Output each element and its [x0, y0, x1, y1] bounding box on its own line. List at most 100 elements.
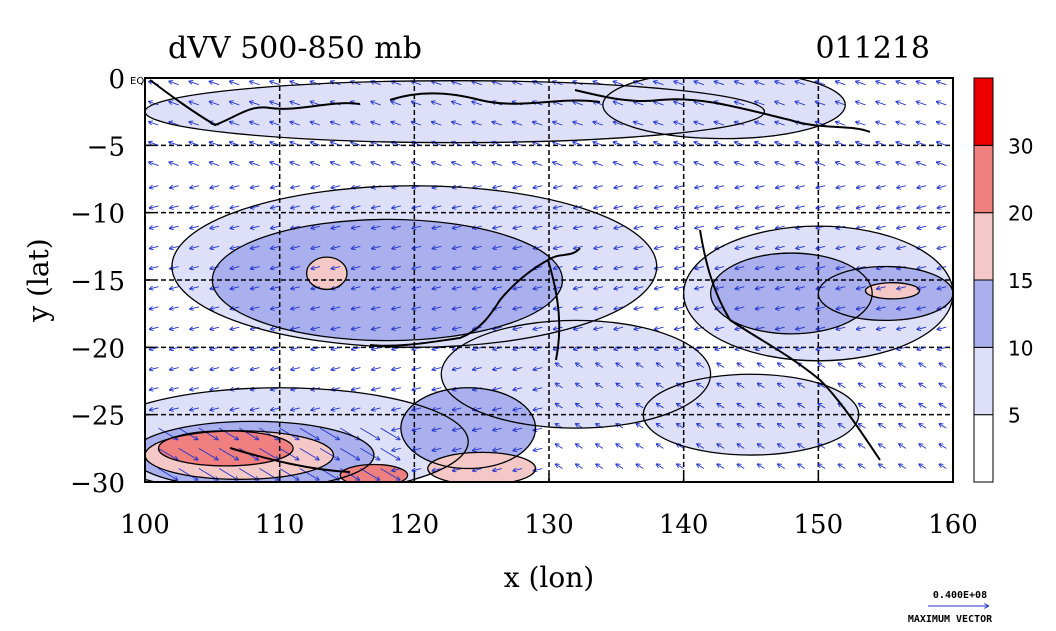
wind-vector — [796, 347, 805, 349]
wind-vector — [614, 226, 624, 228]
wind-vector — [859, 383, 866, 389]
wind-vector — [816, 102, 826, 106]
wind-vector — [433, 287, 442, 289]
wind-vector — [170, 186, 179, 188]
wind-vector — [271, 226, 280, 228]
wind-vector — [392, 307, 401, 309]
wind-vector — [897, 327, 906, 329]
wind-vector — [939, 363, 947, 368]
wind-vector — [170, 206, 179, 208]
wind-vector — [756, 246, 765, 248]
wind-vector — [657, 363, 664, 368]
wind-vector — [371, 102, 381, 106]
wind-vector — [837, 206, 846, 208]
wind-vector — [657, 404, 664, 409]
wind-vector — [856, 162, 866, 166]
wind-vector — [279, 468, 299, 480]
wind-vector — [917, 142, 927, 146]
wind-vector — [919, 444, 927, 449]
wind-vector — [758, 444, 765, 449]
wind-vector — [231, 368, 240, 370]
wind-vector — [879, 404, 886, 409]
wind-vector — [695, 226, 704, 228]
wind-vector — [614, 81, 624, 86]
wind-vector — [818, 404, 826, 409]
wind-vector — [311, 122, 321, 126]
wind-vector — [758, 404, 765, 409]
wind-vector — [150, 307, 159, 309]
wind-vector — [210, 368, 220, 370]
wind-vector — [291, 368, 300, 370]
wind-vector — [259, 427, 278, 439]
wind-vector — [473, 469, 482, 471]
wind-vector — [452, 162, 462, 166]
contour-region-10 — [710, 253, 873, 334]
wind-vector — [190, 327, 199, 329]
wind-vector — [534, 226, 543, 228]
wind-vector — [271, 368, 280, 370]
wind-vector — [332, 327, 341, 329]
wind-vector — [190, 186, 199, 188]
wind-vector — [816, 267, 826, 269]
wind-vector — [737, 404, 745, 409]
wind-vector — [796, 287, 805, 289]
wind-vector — [493, 246, 502, 248]
wind-vector — [412, 408, 422, 410]
wind-vector — [635, 226, 644, 228]
wind-vector — [796, 327, 805, 329]
colorbar-bin — [973, 346, 994, 416]
wind-vector — [695, 267, 704, 269]
y-tick-label: −20 — [70, 334, 125, 364]
wind-vector — [655, 226, 664, 228]
wind-vector — [534, 246, 543, 248]
wind-vector — [340, 447, 359, 459]
contour-outline-20 — [339, 463, 409, 482]
x-axis-label: x (lon) — [504, 561, 594, 594]
wind-vector — [655, 246, 664, 248]
wind-vector — [210, 162, 220, 166]
wind-vector — [372, 206, 381, 208]
wind-vector — [778, 383, 785, 389]
reference-vector-value: 0.400E+08 — [933, 590, 987, 601]
colorbar-bin — [973, 212, 994, 281]
wind-vector — [635, 307, 644, 309]
wind-vector — [150, 408, 159, 410]
wind-vector — [919, 404, 927, 409]
wind-vector — [938, 347, 947, 349]
wind-vector — [473, 206, 482, 208]
wind-vector — [433, 388, 442, 390]
wind-vector — [210, 327, 220, 329]
wind-vector — [513, 287, 523, 289]
wind-vector — [938, 226, 947, 228]
wind-vector — [939, 424, 947, 429]
wind-vector — [735, 81, 745, 86]
wind-vector — [553, 162, 563, 166]
wind-vector — [230, 122, 240, 126]
wind-vector — [756, 307, 765, 309]
wind-vector — [311, 226, 321, 228]
wind-vector — [453, 307, 462, 309]
wind-vector — [170, 347, 179, 349]
wind-vector — [198, 447, 218, 459]
wind-vector — [919, 464, 927, 469]
wind-vector — [170, 327, 179, 329]
wind-vector — [654, 122, 664, 126]
wind-vector — [412, 81, 422, 86]
wind-vector — [311, 267, 321, 269]
wind-vector — [231, 186, 240, 188]
wind-vector — [655, 186, 664, 188]
wind-vector — [210, 267, 220, 269]
wind-vector — [838, 444, 846, 449]
x-tick-label: 150 — [794, 510, 844, 540]
wind-vector — [251, 267, 260, 269]
wind-vector — [392, 287, 401, 289]
wind-vector — [635, 186, 644, 188]
wind-vector — [758, 383, 765, 389]
wind-vector — [736, 206, 745, 208]
wind-vector — [737, 464, 745, 469]
wind-vector — [795, 162, 806, 166]
wind-vector — [493, 469, 502, 471]
wind-vector — [857, 206, 866, 208]
wind-vector — [836, 81, 846, 86]
